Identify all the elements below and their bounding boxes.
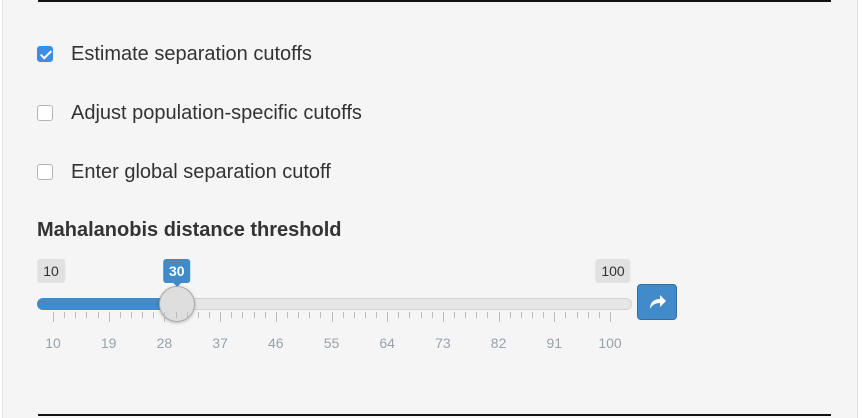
slider-tick-label: 46 <box>268 335 284 351</box>
slider-major-tick <box>164 312 166 322</box>
slider-ticks <box>3 312 862 326</box>
slider-major-tick <box>387 312 389 322</box>
checkbox-adjust-population-cutoffs[interactable]: Adjust population-specific cutoffs <box>37 101 362 125</box>
play-button[interactable] <box>637 284 677 320</box>
slider-major-tick <box>610 312 611 322</box>
slider-minor-tick <box>420 312 422 318</box>
slider-max-label: 100 <box>595 259 631 283</box>
slider-major-tick <box>442 312 444 322</box>
slider-minor-tick <box>454 312 456 318</box>
bottom-divider <box>38 414 831 416</box>
slider-tick-label: 19 <box>100 335 117 351</box>
slider-minor-tick <box>520 312 522 318</box>
slider-minor-tick <box>253 312 255 318</box>
slider-minor-tick <box>119 312 121 318</box>
slider-minor-tick <box>142 312 144 318</box>
slider-tick-label: 10 <box>45 335 61 351</box>
checkbox-unchecked-icon[interactable] <box>37 105 53 121</box>
slider-tick-label: 91 <box>546 335 563 351</box>
checkbox-enter-global-cutoff[interactable]: Enter global separation cutoff <box>37 160 331 184</box>
slider-minor-tick <box>342 312 344 318</box>
slider-minor-tick <box>197 312 199 318</box>
checkbox-checked-icon[interactable] <box>37 46 53 62</box>
slider-minor-tick <box>64 312 66 318</box>
slider-major-tick <box>498 312 500 322</box>
slider-fill <box>37 298 177 310</box>
slider-min-label: 10 <box>37 259 65 283</box>
slider-minor-tick <box>320 312 322 318</box>
slider-major-tick <box>554 312 556 322</box>
slider-minor-tick <box>532 312 534 318</box>
slider-tick-label: 37 <box>212 335 228 351</box>
slider-minor-tick <box>186 312 188 318</box>
slider-minor-tick <box>398 312 400 318</box>
slider-value-label: 30 <box>162 259 191 287</box>
slider-minor-tick <box>97 312 99 318</box>
slider-major-tick <box>220 312 222 322</box>
checkbox-label: Enter global separation cutoff <box>71 160 331 183</box>
slider-minor-tick <box>509 312 511 318</box>
slider-minor-tick <box>286 312 288 318</box>
slider-minor-tick <box>364 312 366 318</box>
slider-minor-tick <box>543 312 545 318</box>
slider-major-tick <box>331 312 333 322</box>
slider-minor-tick <box>175 312 177 318</box>
slider-major-tick <box>53 312 54 322</box>
top-divider <box>38 0 831 2</box>
slider-minor-tick <box>242 312 244 318</box>
slider-minor-tick <box>431 312 433 318</box>
slider-minor-tick <box>487 312 489 318</box>
slider-minor-tick <box>598 312 600 318</box>
slider-minor-tick <box>409 312 411 318</box>
slider-minor-tick <box>565 312 567 318</box>
slider-minor-tick <box>476 312 478 318</box>
share-arrow-icon <box>650 295 666 309</box>
checkbox-label: Estimate separation cutoffs <box>71 42 312 65</box>
slider-minor-tick <box>130 312 132 318</box>
slider-minor-tick <box>587 312 589 318</box>
slider-minor-tick <box>298 312 300 318</box>
slider-minor-tick <box>208 312 210 318</box>
checkbox-label: Adjust population-specific cutoffs <box>71 101 362 124</box>
slider-tick-label: 64 <box>379 335 395 351</box>
slider-tick-label: 82 <box>490 335 507 351</box>
slider-minor-tick <box>153 312 155 318</box>
slider-minor-tick <box>86 312 88 318</box>
slider-minor-tick <box>309 312 311 318</box>
slider-tick-label: 73 <box>435 335 451 351</box>
slider-tick-label: 55 <box>323 335 340 351</box>
slider-minor-tick <box>376 312 378 318</box>
slider-minor-tick <box>231 312 233 318</box>
slider-minor-tick <box>75 312 77 318</box>
slider-minor-tick <box>465 312 467 318</box>
checkbox-estimate-separation-cutoffs[interactable]: Estimate separation cutoffs <box>37 42 312 66</box>
slider-title: Mahalanobis distance threshold <box>37 219 342 241</box>
slider-minor-tick <box>264 312 266 318</box>
slider-minor-tick <box>353 312 355 318</box>
slider-tick-label: 28 <box>156 335 173 351</box>
slider-major-tick <box>108 312 110 322</box>
slider-tick-label: 100 <box>598 335 622 351</box>
checkbox-unchecked-icon[interactable] <box>37 164 53 180</box>
slider-minor-tick <box>576 312 578 318</box>
slider-major-tick <box>275 312 277 322</box>
